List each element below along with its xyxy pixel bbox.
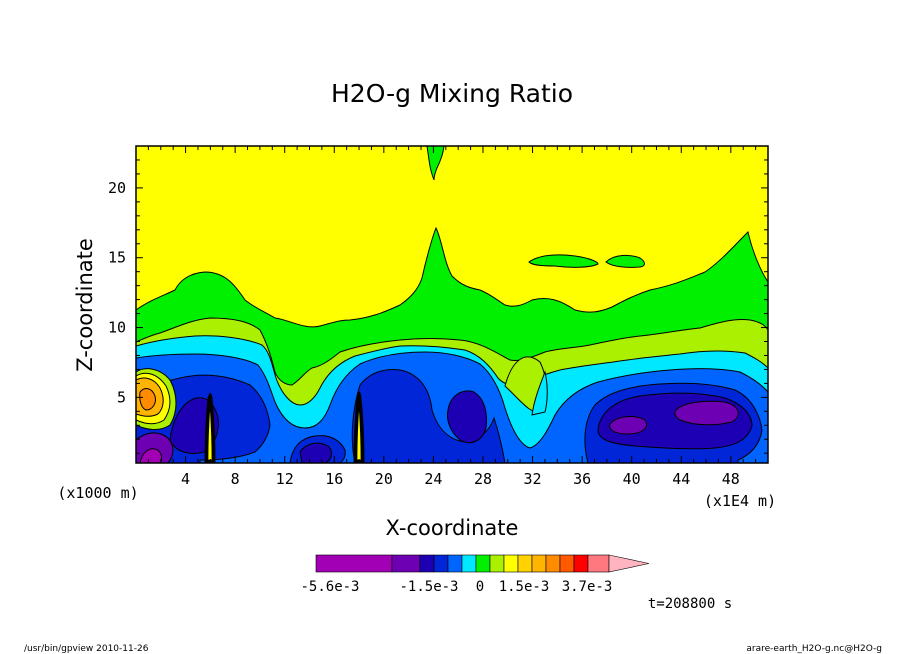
y-axis-label: Z-coordinate (73, 238, 97, 372)
colorbar-segment (433, 554, 449, 573)
colorbar-segment (391, 554, 421, 573)
colorbar-segment (315, 554, 393, 573)
colorbar-extend-arrow (608, 554, 650, 573)
colorbar-segment (559, 554, 575, 573)
colorbar-segment (587, 554, 610, 573)
colorbar-segment (545, 554, 561, 573)
x-tick-label: 28 (474, 470, 492, 488)
x-tick-label: 24 (424, 470, 442, 488)
contour-navy-region (447, 390, 487, 444)
colorbar-ticks: -5.6e-3 -1.5e-3 0 1.5e-3 3.7e-3 (300, 579, 612, 595)
chart-title: H2O-g Mixing Ratio (331, 79, 573, 108)
x-axis: 4 8 12 16 20 24 28 32 36 40 44 48 (147, 146, 757, 488)
x-tick-label: 32 (524, 470, 542, 488)
x-tick-label: 4 (181, 470, 190, 488)
colorbar-segment (461, 554, 477, 573)
footer-left: /usr/bin/gpview 2010-11-26 (24, 644, 149, 654)
x-tick-label: 40 (623, 470, 641, 488)
colorbar-segment (531, 554, 547, 573)
colorbar-segment (447, 554, 463, 573)
colorbar-segment (419, 554, 435, 573)
plot-frame (135, 145, 769, 464)
colorbar-segment (573, 554, 589, 573)
contour-darkorange-pocket (139, 388, 156, 411)
x-tick-label: 36 (573, 470, 591, 488)
tower-feature (207, 404, 213, 461)
x-tick-label: 12 (276, 470, 294, 488)
plot-area (135, 145, 769, 464)
time-label: t=208800 s (648, 596, 732, 612)
colorbar-tick-label: 3.7e-3 (562, 579, 613, 595)
colorbar-tick-label: -1.5e-3 (399, 579, 458, 595)
contour-green-island (528, 254, 599, 268)
contour-green-island (605, 254, 645, 268)
contour-darkblue-region (351, 369, 506, 464)
contour-navy-region (299, 442, 333, 464)
tower-feature (356, 404, 362, 461)
colorbar-segment (517, 554, 533, 573)
contour-cyan-dip (531, 370, 548, 416)
colorbar (315, 554, 650, 573)
contour-purple-region (609, 416, 647, 435)
contour-purple-region (674, 400, 739, 426)
colorbar-tick-label: -5.6e-3 (300, 579, 359, 595)
x-tick-label: 8 (231, 470, 240, 488)
y-tick-label: 20 (108, 179, 126, 197)
x-unit-label: (x1E4 m) (704, 492, 776, 510)
footer-right: arare-earth_H2O-g.nc@H2O-g (746, 644, 882, 654)
colorbar-segment (475, 554, 491, 573)
x-tick-label: 20 (375, 470, 393, 488)
contour-green-top (426, 145, 445, 181)
colorbar-tick-label: 0 (476, 579, 484, 595)
y-tick-label: 10 (108, 319, 126, 337)
colorbar-segment (489, 554, 505, 573)
y-axis: 5 10 15 20 (108, 159, 768, 454)
colorbar-segment (503, 554, 519, 573)
y-unit-label: (x1000 m) (57, 484, 138, 502)
x-tick-label: 48 (722, 470, 740, 488)
y-tick-label: 5 (117, 388, 126, 406)
x-axis-label: X-coordinate (386, 516, 519, 540)
colorbar-tick-label: 1.5e-3 (499, 579, 550, 595)
y-tick-label: 15 (108, 249, 126, 267)
x-tick-label: 44 (672, 470, 690, 488)
x-tick-label: 16 (325, 470, 343, 488)
